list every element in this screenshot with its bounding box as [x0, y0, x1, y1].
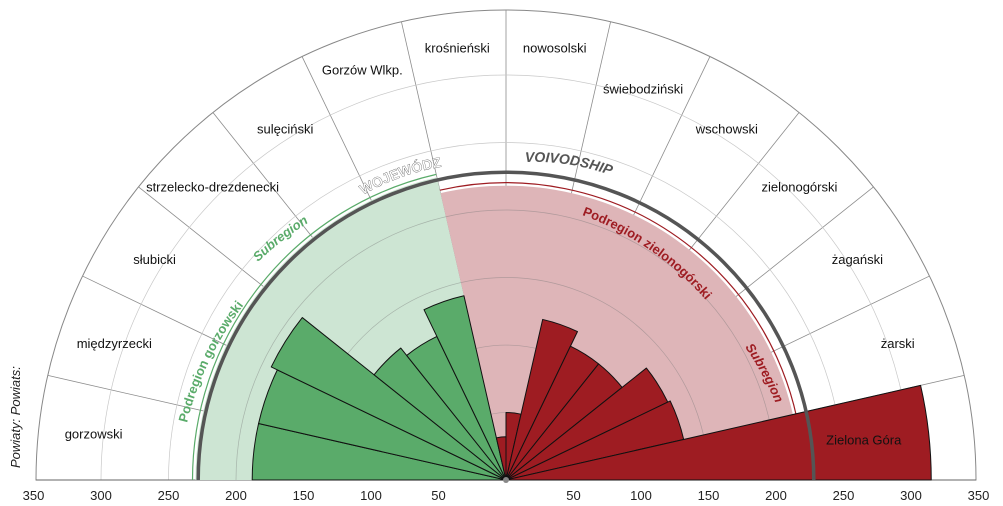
- tick-label: 250: [158, 488, 180, 503]
- category-label: strzelecko-drezdenecki: [146, 180, 279, 195]
- bar-słubicki: [270, 317, 507, 481]
- category-label: sulęciński: [257, 122, 313, 137]
- category-label: żarski: [881, 336, 915, 351]
- tick-label: 150: [698, 488, 720, 503]
- category-label: międzyrzecki: [77, 336, 152, 351]
- tick-label: 350: [23, 488, 45, 503]
- bar-gorzów-wlkp-: [423, 295, 507, 481]
- center-point: [503, 477, 509, 483]
- band-grid-arc: [235, 209, 777, 481]
- category-labels: gorzowski międzyrzecki słubicki strzelecko-…: [65, 41, 915, 448]
- tick-label: 100: [630, 488, 652, 503]
- tick-label: 200: [765, 488, 787, 503]
- category-label: Gorzów Wlkp.: [322, 62, 403, 77]
- category-label: żagański: [832, 252, 883, 267]
- grid-arc: [100, 74, 912, 481]
- tick-label: 350: [968, 488, 990, 503]
- bar-zielona-góra: [505, 384, 932, 481]
- axis-side-label: Powiaty: Powiats:: [8, 366, 23, 468]
- gorzow-subregion-edge: [191, 173, 437, 481]
- bar-świebodziński: [505, 318, 578, 481]
- category-label: Zielona Góra: [826, 433, 902, 448]
- tick-label: 100: [360, 488, 382, 503]
- bars-layer: [251, 295, 932, 481]
- category-label: świebodziński: [603, 81, 683, 96]
- category-label: nowosolski: [523, 41, 587, 56]
- tick-label: 50: [431, 488, 445, 503]
- voivodeship-arc: [196, 170, 816, 481]
- tick-label: 50: [566, 488, 580, 503]
- zielona-subregion-edge: [439, 182, 804, 481]
- category-label: gorzowski: [65, 427, 123, 442]
- category-label: zielonogórski: [762, 180, 838, 195]
- tick-label: 150: [293, 488, 315, 503]
- tick-label: 300: [900, 488, 922, 503]
- tick-label: 300: [90, 488, 112, 503]
- axis-ticks: 350 300 250 200 150 100 50 50 100 150 200 250 300 350: [23, 488, 990, 503]
- bar-strzelecko-drezdenecki: [373, 347, 507, 481]
- voivodeship-ring: [196, 170, 816, 483]
- tick-label: 200: [225, 488, 247, 503]
- category-label: wschowski: [695, 122, 758, 137]
- category-label: krośnieński: [425, 41, 490, 56]
- grid-arc: [168, 142, 844, 481]
- tick-label: 250: [833, 488, 855, 503]
- category-label: słubicki: [133, 252, 176, 267]
